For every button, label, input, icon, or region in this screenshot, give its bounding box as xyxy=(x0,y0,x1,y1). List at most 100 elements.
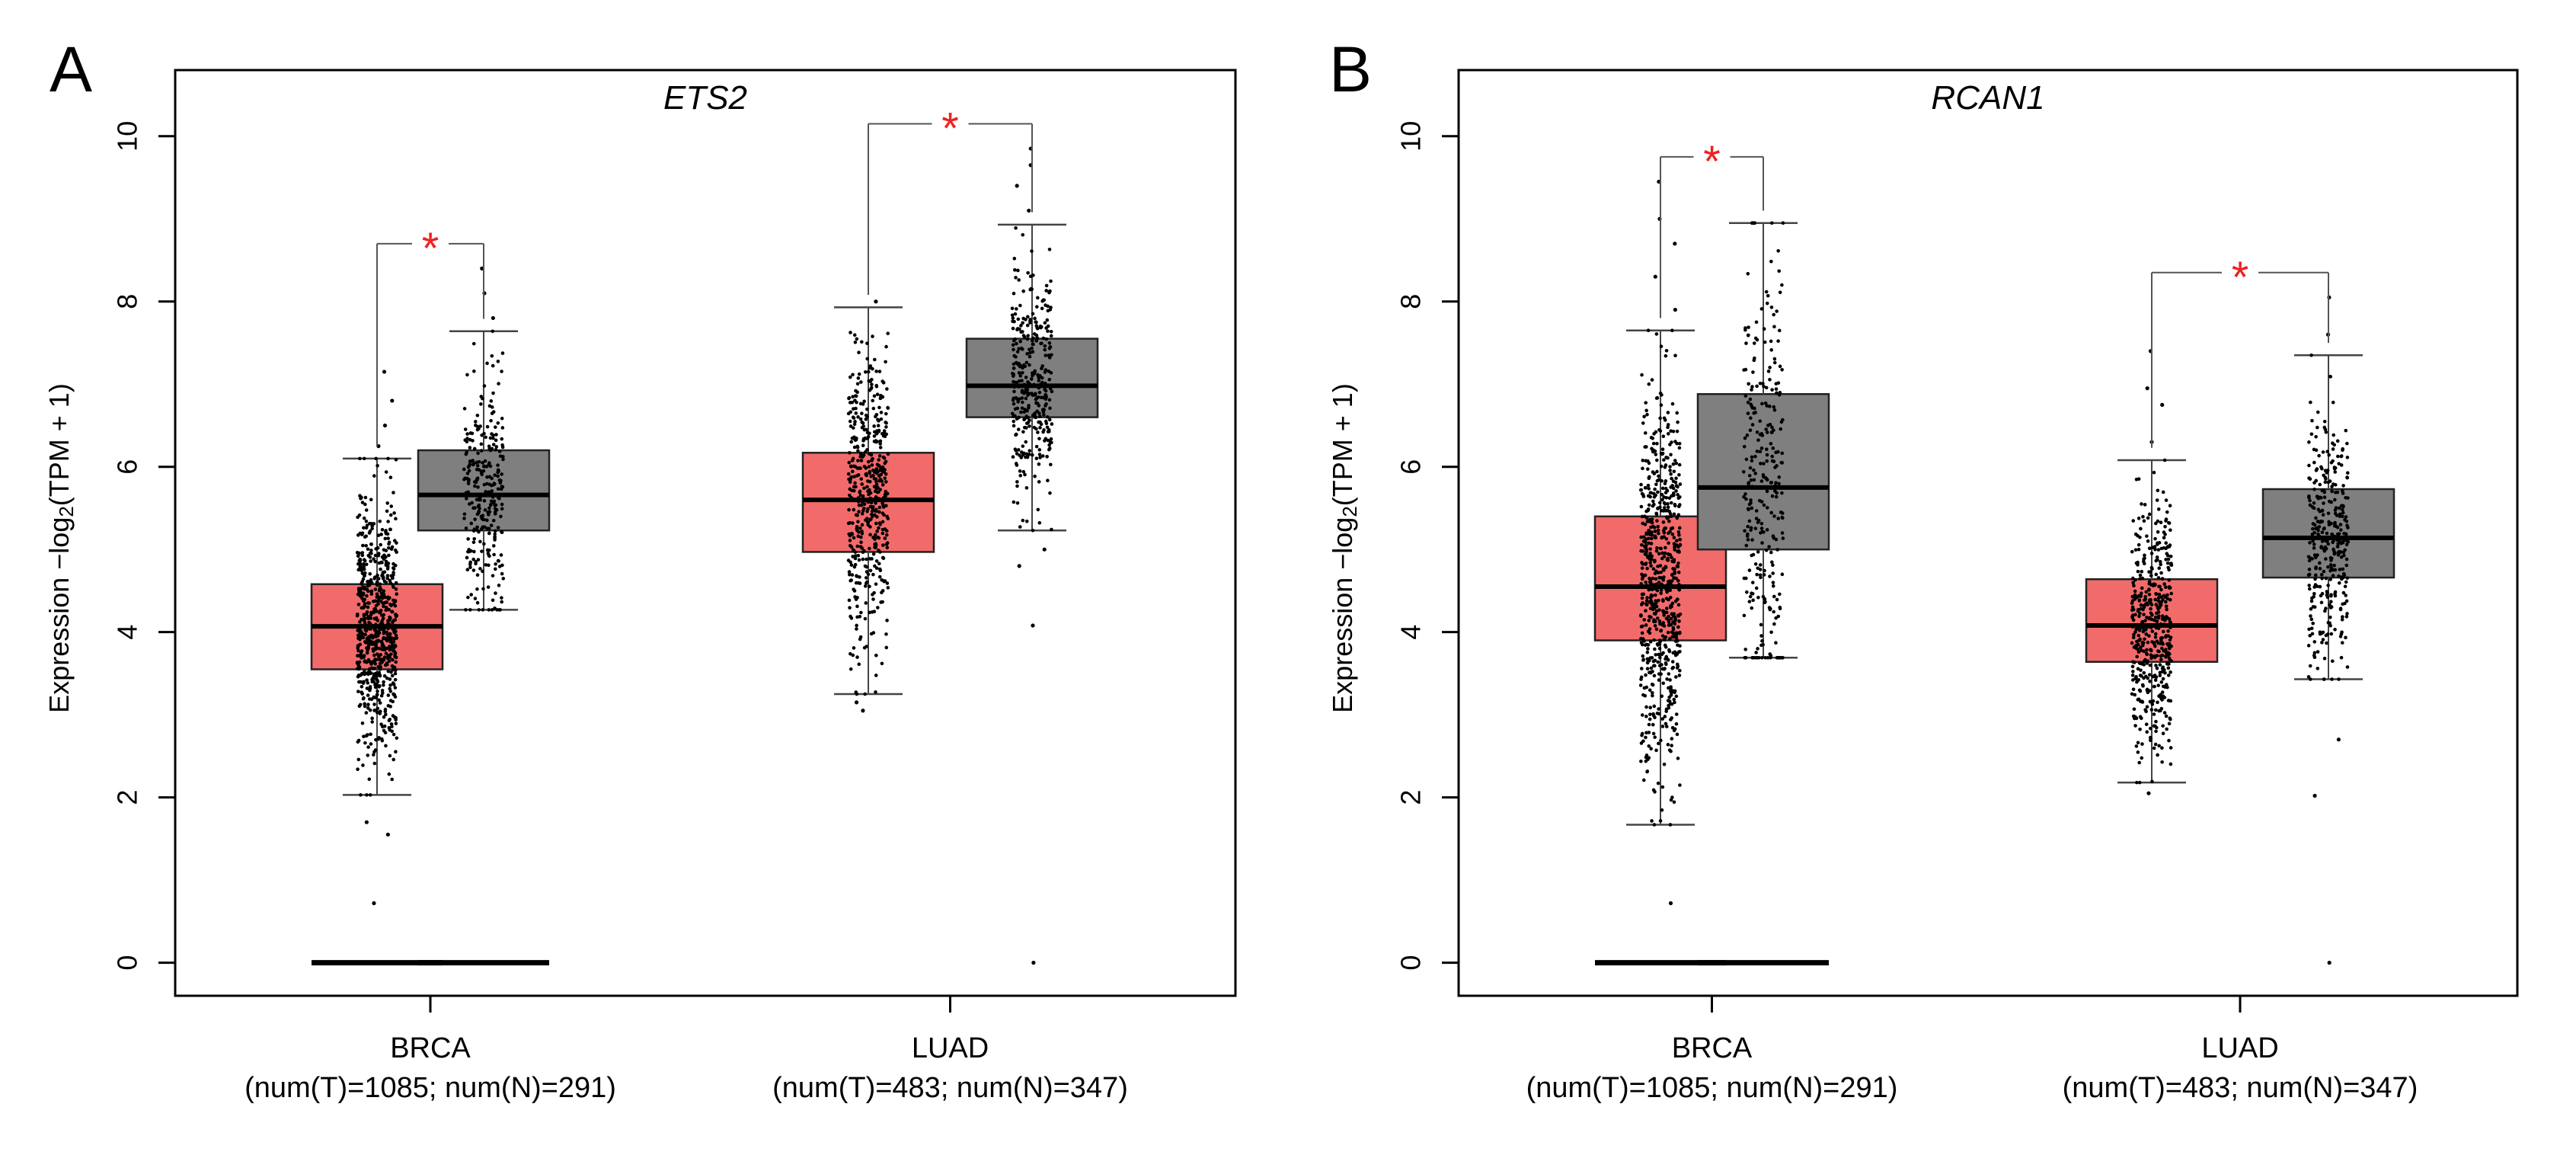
y-axis-label-subscript: 2 xyxy=(1338,506,1361,517)
data-point xyxy=(2322,495,2327,500)
data-point xyxy=(1650,520,1654,525)
data-point xyxy=(2131,635,2136,640)
y-tick-label: 10 xyxy=(112,121,143,152)
data-point xyxy=(1662,762,1667,766)
data-point xyxy=(1756,656,1761,660)
data-point xyxy=(1676,757,1680,760)
data-point xyxy=(392,619,396,622)
data-point xyxy=(388,689,393,693)
outlier-point xyxy=(874,299,878,304)
data-point xyxy=(387,540,392,545)
data-point xyxy=(2328,568,2332,573)
data-point xyxy=(392,585,395,589)
data-point xyxy=(1024,396,1028,401)
data-point xyxy=(1742,494,1746,499)
data-point xyxy=(861,443,865,448)
data-point xyxy=(2160,653,2165,657)
data-point xyxy=(1780,283,1784,287)
data-point xyxy=(1666,501,1670,506)
data-point xyxy=(369,616,372,620)
data-point xyxy=(393,695,398,699)
data-point xyxy=(858,526,862,530)
data-point xyxy=(1644,581,1648,584)
data-point xyxy=(1778,290,1782,295)
data-point xyxy=(366,589,370,593)
data-point xyxy=(2336,545,2340,549)
data-point xyxy=(866,520,871,524)
data-point xyxy=(1656,565,1660,568)
data-point xyxy=(1648,717,1652,721)
data-point xyxy=(885,546,890,549)
data-point xyxy=(493,482,497,486)
data-point xyxy=(877,419,881,423)
data-point xyxy=(2145,648,2149,652)
data-point xyxy=(1647,487,1651,491)
data-point xyxy=(1654,653,1658,657)
data-point xyxy=(496,360,500,363)
data-point xyxy=(394,660,398,664)
data-point xyxy=(847,532,852,536)
data-points xyxy=(846,299,890,713)
data-point xyxy=(1037,390,1042,395)
data-point xyxy=(362,654,366,659)
data-point xyxy=(2341,510,2345,515)
y-axis-label: Expression −log2(TPM + 1) xyxy=(1327,383,1361,713)
data-point xyxy=(2145,661,2149,665)
data-point xyxy=(1670,328,1674,333)
data-point xyxy=(2142,663,2146,667)
data-point xyxy=(2325,590,2329,595)
data-point xyxy=(1765,489,1769,494)
data-point xyxy=(1765,430,1769,434)
data-point xyxy=(1647,722,1651,727)
data-point xyxy=(485,424,490,429)
data-point xyxy=(382,680,385,684)
data-point xyxy=(2335,439,2340,443)
data-point xyxy=(1014,360,1018,365)
data-point xyxy=(384,470,388,474)
data-point xyxy=(1743,436,1747,440)
data-point xyxy=(2318,567,2322,571)
data-point xyxy=(865,509,869,514)
data-point xyxy=(871,536,875,539)
data-point xyxy=(1764,386,1769,390)
data-point xyxy=(488,502,493,507)
data-point xyxy=(1671,479,1676,484)
data-point xyxy=(373,599,378,603)
data-point xyxy=(360,582,364,586)
data-point xyxy=(1020,406,1024,410)
data-point xyxy=(494,438,498,443)
data-point xyxy=(1654,609,1659,613)
data-point xyxy=(1049,437,1053,441)
data-point xyxy=(1651,683,1655,687)
outlier-point xyxy=(372,901,376,906)
data-point xyxy=(868,610,871,615)
data-point xyxy=(1759,521,1764,526)
data-point xyxy=(1779,427,1783,431)
data-point xyxy=(854,437,858,442)
data-point xyxy=(1652,526,1657,530)
data-point xyxy=(2325,531,2329,536)
data-point xyxy=(1676,420,1680,424)
data-point xyxy=(1036,296,1040,300)
data-point xyxy=(384,529,388,533)
data-point xyxy=(1654,549,1659,553)
outlier-point xyxy=(390,398,395,403)
data-point xyxy=(1040,299,1044,303)
data-point xyxy=(369,589,374,593)
data-point xyxy=(871,406,876,411)
data-point xyxy=(1640,631,1644,635)
data-point xyxy=(363,535,367,539)
data-point xyxy=(1750,455,1754,459)
data-point xyxy=(1753,411,1757,414)
data-point xyxy=(1754,651,1758,654)
data-point xyxy=(857,372,861,376)
data-point xyxy=(2157,592,2162,597)
data-point xyxy=(1668,595,1673,600)
x-tick-label: BRCA xyxy=(1672,1032,1753,1064)
data-point xyxy=(1672,800,1676,805)
data-point xyxy=(1046,478,1050,483)
data-point xyxy=(879,600,883,604)
data-point xyxy=(2161,694,2165,698)
data-point xyxy=(2337,574,2341,578)
data-point xyxy=(2326,584,2330,587)
